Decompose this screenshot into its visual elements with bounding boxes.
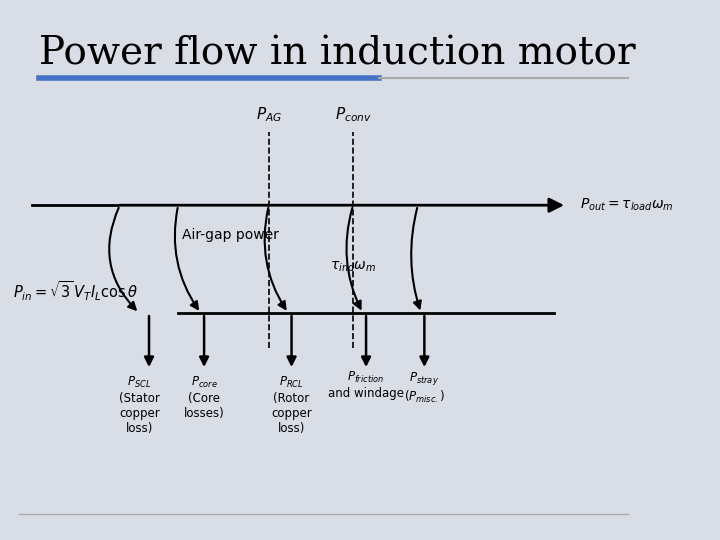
Text: $P_{conv}$: $P_{conv}$ [335, 105, 372, 124]
Text: $P_{friction}$
and windage: $P_{friction}$ and windage [328, 370, 404, 400]
Text: $P_{SCL}$
(Stator
copper
loss): $P_{SCL}$ (Stator copper loss) [119, 375, 160, 435]
Text: $P_{RCL}$
(Rotor
copper
loss): $P_{RCL}$ (Rotor copper loss) [271, 375, 312, 435]
Text: $P_{AG}$: $P_{AG}$ [256, 105, 282, 124]
Text: $P_{in} = \sqrt{3}\, V_T I_L \cos \theta$: $P_{in} = \sqrt{3}\, V_T I_L \cos \theta… [13, 280, 138, 303]
Text: $P_{stray}$
$(P_{misc.})$: $P_{stray}$ $(P_{misc.})$ [404, 370, 445, 406]
Text: $P_{core}$
(Core
losses): $P_{core}$ (Core losses) [184, 375, 225, 421]
Text: Air-gap power: Air-gap power [181, 228, 279, 242]
Text: $\tau_{ind}\omega_m$: $\tau_{ind}\omega_m$ [330, 260, 377, 274]
Text: Power flow in induction motor: Power flow in induction motor [39, 35, 636, 72]
Text: $P_{out} = \tau_{load}\omega_m$: $P_{out} = \tau_{load}\omega_m$ [580, 197, 673, 213]
